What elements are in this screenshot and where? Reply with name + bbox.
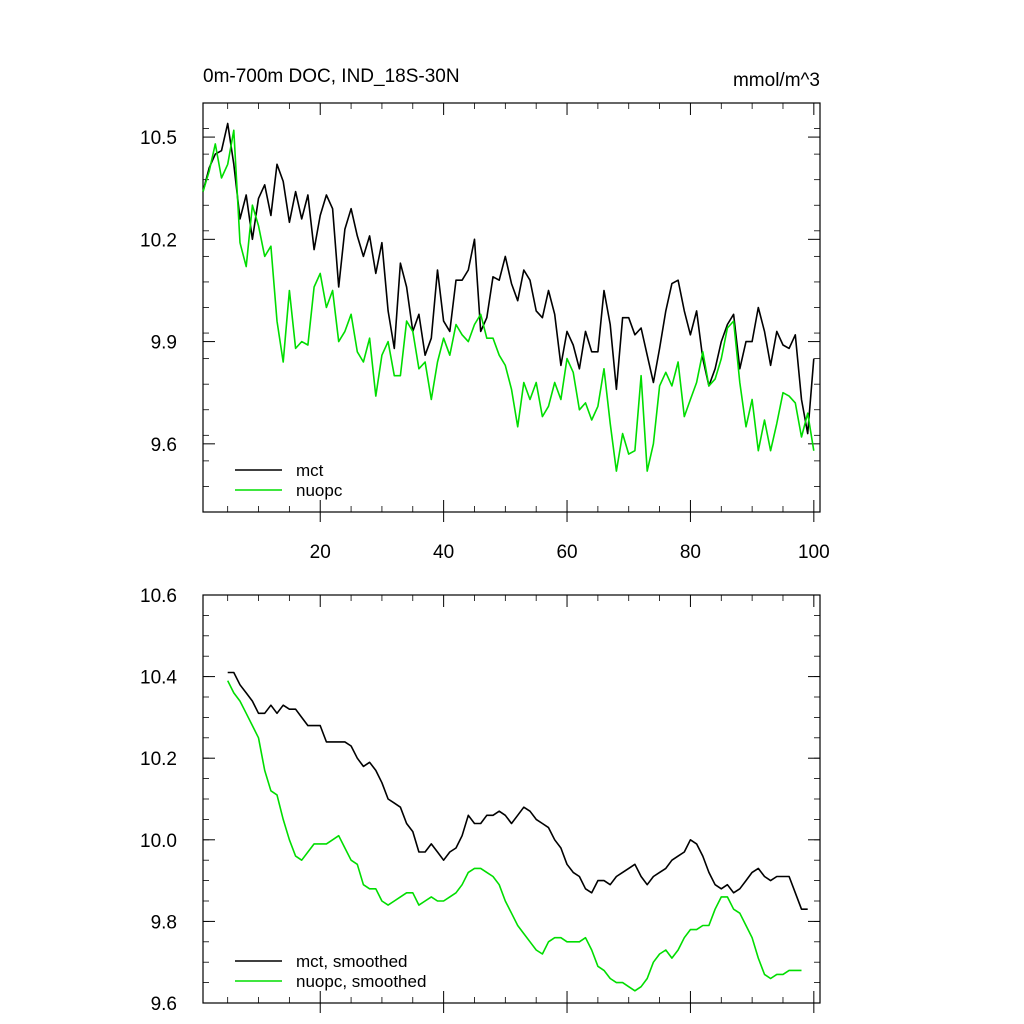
plot-frame [202, 594, 821, 1004]
y-tick-label: 9.9 [151, 333, 177, 354]
legend-label: mct, smoothed [296, 952, 408, 971]
series-line-mct-smoothed [227, 671, 808, 911]
y-tick-label: 10.2 [140, 749, 177, 770]
top-chart-panel: 0m-700m DOC, IND_18S-30N mmol/m^3 20 40 60… [140, 66, 830, 563]
y-tick-label: 10.4 [140, 668, 177, 689]
bottom-chart-panel: 9.6 9.8 10.0 10.2 10.4 10.6 mct, smoothednuopc… [140, 586, 821, 1015]
y-tick-label: 9.8 [151, 912, 177, 933]
series-line-nuopc [202, 129, 815, 472]
legend-label: nuopc [296, 481, 343, 500]
y-tick-label: 10.0 [140, 831, 177, 852]
series-line-mct [202, 122, 815, 435]
legend-label: mct [296, 461, 324, 480]
y-tick-label: 9.6 [151, 435, 177, 456]
units-label: mmol/m^3 [733, 70, 820, 91]
x-tick-label: 40 [433, 542, 454, 563]
x-tick-label: 100 [798, 542, 830, 563]
legend-label: nuopc, smoothed [296, 972, 426, 991]
plot-frame [202, 102, 821, 513]
chart-title: 0m-700m DOC, IND_18S-30N [203, 66, 460, 87]
y-tick-label: 9.6 [151, 994, 177, 1015]
y-tick-label: 10.6 [140, 586, 177, 607]
x-tick-label: 80 [680, 542, 701, 563]
x-tick-label: 60 [556, 542, 577, 563]
series-line-nuopc-smoothed [226, 680, 802, 992]
y-tick-label: 10.5 [140, 128, 177, 149]
x-tick-label: 20 [310, 542, 331, 563]
y-tick-label: 10.2 [140, 230, 177, 251]
